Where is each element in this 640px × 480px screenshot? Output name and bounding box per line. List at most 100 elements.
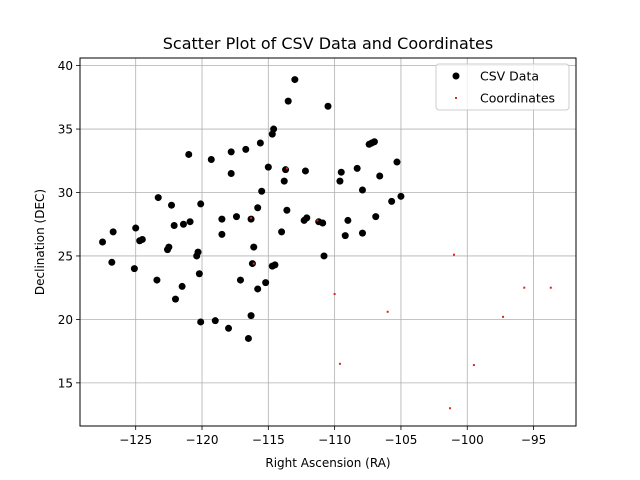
coordinate-point [285, 167, 288, 170]
csv-data-point [193, 252, 201, 260]
axis-ticks: −125 −120 −115 −110 −105 −100 −95 15 20 25 30 35 40 [58, 59, 547, 447]
csv-data-point [227, 148, 235, 156]
csv-data-point [154, 194, 162, 202]
legend-marker-coordinates [455, 97, 457, 99]
csv-data-point [256, 139, 264, 147]
coordinate-point [549, 286, 552, 289]
x-tick-label: −105 [384, 433, 417, 447]
csv-data-point [365, 140, 373, 148]
csv-data-point [247, 312, 255, 320]
coordinate-point [452, 253, 455, 256]
csv-data-point [178, 282, 186, 290]
csv-data-point [170, 222, 178, 230]
y-tick-label: 30 [58, 186, 73, 200]
csv-data-point [179, 220, 187, 228]
csv-data-point [337, 168, 345, 176]
x-tick-label: −120 [186, 433, 219, 447]
coordinate-point [502, 315, 505, 318]
coordinate-point [472, 364, 475, 367]
coordinate-point [449, 407, 452, 410]
coordinate-point [523, 286, 526, 289]
csv-data-point [353, 164, 361, 172]
csv-data-point [225, 324, 233, 332]
coordinate-point [252, 262, 255, 265]
csv-data-point [358, 186, 366, 194]
csv-data-point [280, 177, 288, 185]
legend: CSV Data Coordinates [435, 63, 570, 111]
csv-data-point [254, 285, 262, 293]
grid-lines [80, 58, 576, 426]
csv-data-point [262, 279, 270, 287]
csv-data-point [250, 243, 258, 251]
plot-frame [79, 57, 577, 427]
csv-data-point [358, 229, 366, 237]
y-axis-label: Declination (DEC) [33, 189, 47, 295]
csv-data-point [236, 276, 244, 284]
csv-data-point [244, 334, 252, 342]
y-tick-label: 15 [58, 376, 73, 390]
csv-data-point [397, 192, 405, 200]
legend-label-coordinates: Coordinates [480, 91, 555, 106]
csv-data-point [108, 258, 116, 266]
data-points [99, 76, 552, 410]
csv-data-point [372, 213, 380, 221]
csv-data-point [320, 252, 328, 260]
csv-data-point [227, 169, 235, 177]
csv-data-point [303, 214, 311, 222]
csv-data-point [195, 270, 203, 278]
csv-data-point [197, 200, 205, 208]
csv-data-point [218, 230, 226, 238]
csv-data-point [301, 167, 309, 175]
csv-data-point [291, 76, 299, 84]
csv-data-point [171, 295, 179, 303]
csv-data-point [99, 238, 107, 246]
csv-data-point [130, 265, 138, 273]
csv-data-point [282, 166, 290, 174]
csv-data-point [197, 318, 205, 326]
csv-data-point [186, 218, 194, 226]
y-tick-label: 20 [58, 313, 73, 327]
x-tick-label: −110 [318, 433, 351, 447]
csv-data-point [153, 276, 161, 284]
csv-data-point [344, 216, 352, 224]
csv-data-point [319, 219, 327, 227]
csv-data-point [264, 163, 272, 171]
csv-data-point [207, 156, 215, 164]
csv-data-point [232, 213, 240, 221]
csv-data-point [278, 228, 286, 236]
x-axis-label: Right Ascension (RA) [265, 456, 390, 470]
csv-data-point [109, 228, 117, 236]
csv-data-point [185, 150, 193, 158]
csv-data-point [268, 130, 276, 138]
csv-data-point [284, 97, 292, 105]
csv-data-point [132, 224, 140, 232]
coordinate-point [316, 219, 319, 222]
y-tick-label: 40 [58, 59, 73, 73]
y-tick-label: 25 [58, 249, 73, 263]
chart-title: Scatter Plot of CSV Data and Coordinates [163, 34, 493, 53]
csv-data-point [370, 138, 378, 146]
csv-data-point [376, 172, 384, 180]
coordinate-point [250, 216, 253, 219]
coordinate-point [386, 310, 389, 313]
csv-data-point [248, 260, 256, 268]
csv-data-point [164, 246, 172, 254]
csv-data-point [254, 204, 262, 212]
csv-data-point [341, 232, 349, 240]
x-tick-label: −100 [451, 433, 484, 447]
y-tick-label: 35 [58, 123, 73, 137]
csv-data-point [268, 262, 276, 270]
legend-label-csv-data: CSV Data [480, 69, 539, 84]
csv-data-point [136, 237, 144, 245]
csv-data-point [242, 145, 250, 153]
coordinate-point [333, 293, 336, 296]
csv-data-point [388, 197, 396, 205]
csv-data-point [218, 215, 226, 223]
legend-box [435, 63, 570, 111]
csv-data-point [324, 102, 332, 110]
csv-data-point [258, 187, 266, 195]
x-tick-label: −95 [521, 433, 546, 447]
csv-data-point [168, 201, 176, 209]
